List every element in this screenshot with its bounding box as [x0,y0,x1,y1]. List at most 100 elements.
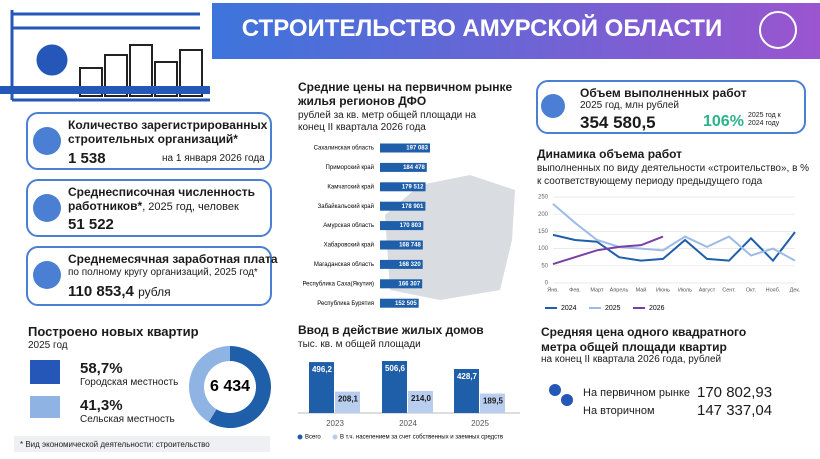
pie-slice [208,345,272,429]
line [552,231,796,263]
value-label: 166 307 [398,281,420,287]
y-tick-label: 50 [541,263,548,269]
card-title: Количество зарегистрированных строительн… [68,118,268,146]
category-label: Забайкальский край [318,203,374,210]
bar [380,162,427,172]
hbar-title: Средние цены на первичном рынке жилья ре… [298,80,513,108]
x-tick-label: Июнь [656,287,670,293]
works-subtitle: 2025 год, млн рублей [580,100,680,111]
pie-center-label: 6 434 [210,378,250,395]
works-growth-note: 2025 год к 2024 году [748,112,781,127]
x-tick-label: 2023 [326,419,344,428]
bar-title: Ввод в действие жилых домов [298,323,484,337]
card-text: Среднесписочная численность работников*,… [68,185,268,214]
card-unit: рубля [138,285,171,299]
bar [335,391,360,413]
value-label: 428,7 [457,372,478,381]
card-title: Среднесписочная численность работников* [68,185,256,213]
ground [0,86,210,94]
bar-subtitle: тыс. кв. м общей площади [298,339,421,350]
value-label: 189,5 [483,397,504,406]
legend-label: 2024 [561,305,577,312]
bar [380,182,426,192]
legend-label: 2026 [649,305,665,312]
works-title: Объем выполненных работ [580,86,747,100]
category-label: Республика Саха(Якутия) [302,281,374,287]
card-note: на 1 января 2026 года [162,153,265,164]
category-label: Сахалинская область [314,146,374,152]
y-tick-label: 150 [538,229,549,235]
value-label: 214,0 [411,394,432,403]
card-note: по полному кругу организаций, 2025 год* [68,267,258,278]
bar [454,368,479,413]
line-title: Динамика объема работ [537,147,683,161]
pie-subtitle: 2025 год [28,340,68,351]
y-tick-label: 200 [538,212,549,218]
legend-swatch [297,434,303,440]
category-label: Хабаровский край [324,242,374,249]
value-label: 208,1 [338,395,359,404]
pie-category: Сельская местность [80,414,175,425]
value-label: 170 803 [400,223,422,229]
hbar-subtitle: рублей за кв. метр общей площади на коне… [298,110,477,133]
value-label: 184 478 [403,165,425,171]
bar [382,361,407,413]
y-tick-label: 250 [538,195,549,201]
category-label: Амурская область [323,223,374,229]
legend-label: 2025 [605,305,621,312]
price-value: 147 337,04 [697,402,773,419]
bar [380,259,423,269]
prices-subtitle: на конец II квартала 2026 года, рублей [541,354,722,365]
card [26,112,272,170]
pie-slice [189,345,230,423]
x-tick-label: Дек. [790,287,801,293]
page-title: СТРОИТЕЛЬСТВО АМУРСКОЙ ОБЛАСТИ [241,15,723,42]
value-label: 179 512 [402,184,424,190]
bar [380,221,424,231]
category-label: Приморский край [326,164,374,171]
price-label: На первичном рынке [583,387,690,399]
value-label: 152 505 [395,301,417,307]
card-value-line: 110 853,4 рубля [68,283,171,300]
x-tick-label: Июль [678,287,692,293]
card [26,179,272,237]
crane-illustration [10,10,210,102]
line [552,203,796,262]
card-value: 1 538 [68,150,106,167]
works-growth: 106% [703,113,744,130]
category-label: Республика Бурятия [317,301,374,307]
value-label: 168 748 [399,243,421,249]
x-tick-label: Янв. [547,287,559,293]
y-tick-label: 0 [545,281,549,287]
bar [480,393,505,413]
x-tick-label: Фев. [569,287,581,293]
pie-value-label: 41,3% [80,397,123,414]
pie-value-label: 58,7% [80,360,123,377]
value-label: 197 083 [406,146,428,152]
value-label: 178 901 [402,204,424,210]
x-tick-label: Август [699,287,716,293]
apartment-icons [30,360,60,418]
y-tick-label: 100 [538,246,549,252]
pie-title: Построено новых квартир [28,324,199,339]
price-label: На вторичном [583,405,655,417]
price-value: 170 802,93 [697,384,773,401]
x-tick-label: 2025 [471,419,489,428]
bar [380,298,419,308]
works-value: 354 580,5 [580,113,656,132]
category-label: Камчатский край [327,183,374,190]
pie-category: Городская местность [80,377,179,388]
bar [380,201,426,211]
x-tick-label: Май [636,286,647,293]
legend-label: В т.ч. населением за счет собственных и … [340,435,503,441]
footnote: * Вид экономической деятельности: строит… [20,440,210,449]
card [26,246,272,306]
card-value: 51 522 [68,216,114,233]
x-tick-label: 2024 [399,419,417,428]
card-title: Среднемесячная заработная плата [68,252,278,266]
card-value: 110 853,4 [68,283,134,300]
card-note: , 2025 год, человек [142,201,239,213]
